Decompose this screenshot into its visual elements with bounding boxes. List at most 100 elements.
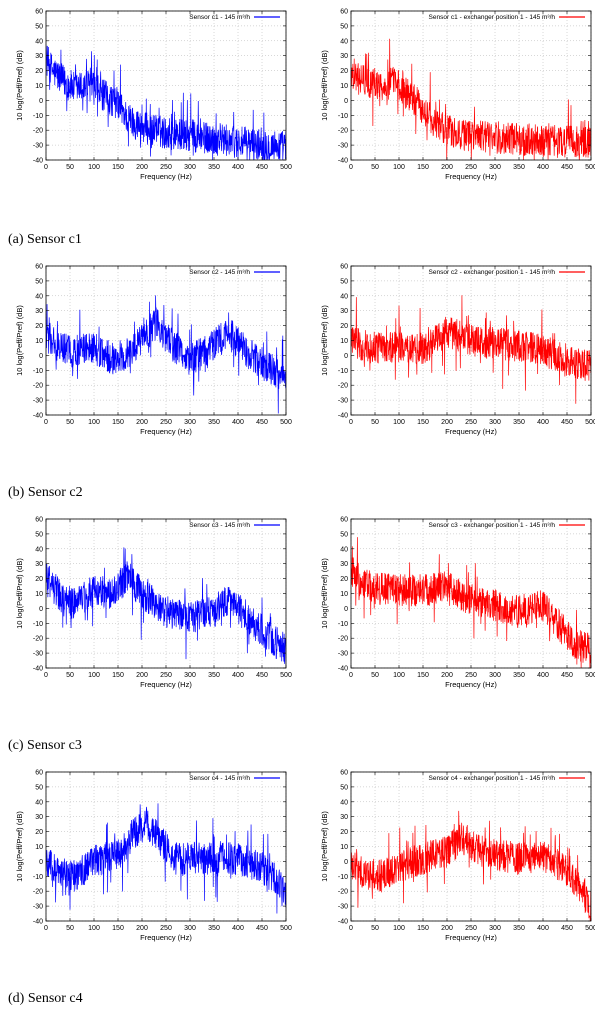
y-tick-label: 0 [39, 606, 43, 613]
x-tick-label: 150 [417, 925, 429, 932]
y-tick-label: -40 [33, 666, 43, 673]
x-tick-label: 100 [393, 672, 405, 679]
y-tick-label: 0 [344, 353, 348, 360]
y-tick-label: -20 [338, 383, 348, 390]
y-tick-label: 0 [344, 98, 348, 105]
y-tick-label: 20 [340, 68, 348, 75]
y-tick-label: 60 [340, 264, 348, 271]
y-tick-label: 30 [340, 308, 348, 315]
y-axis-label: 10 log(Peff/Pref) (dB) [320, 305, 329, 376]
y-tick-label: 20 [340, 829, 348, 836]
x-tick-label: 200 [136, 419, 148, 426]
y-tick-label: -40 [33, 158, 43, 165]
y-tick-label: -10 [33, 113, 43, 120]
x-tick-label: 150 [417, 419, 429, 426]
y-tick-label: 30 [35, 308, 43, 315]
x-tick-label: 450 [561, 419, 573, 426]
legend-label: Sensor c3 - 145 m³/h [189, 522, 250, 529]
y-tick-label: -40 [33, 919, 43, 926]
x-tick-label: 400 [232, 419, 244, 426]
x-tick-label: 350 [513, 419, 525, 426]
y-tick-label: 20 [35, 68, 43, 75]
y-tick-label: -20 [338, 636, 348, 643]
x-tick-label: 450 [561, 672, 573, 679]
x-tick-label: 350 [208, 164, 220, 171]
y-axis-label: 10 log(Peff/Pref) (dB) [15, 558, 24, 629]
x-tick-label: 300 [489, 672, 501, 679]
y-tick-label: 60 [35, 770, 43, 777]
y-tick-label: 30 [35, 561, 43, 568]
y-tick-label: -20 [33, 128, 43, 135]
x-tick-label: 0 [349, 925, 353, 932]
y-axis-label: 10 log(Peff/Pref) (dB) [320, 811, 329, 882]
x-tick-label: 500 [585, 672, 595, 679]
x-tick-label: 300 [184, 419, 196, 426]
y-tick-label: -20 [338, 128, 348, 135]
x-tick-label: 200 [441, 164, 453, 171]
x-tick-label: 250 [465, 419, 477, 426]
y-axis-label: 10 log(Peff/Pref) (dB) [15, 50, 24, 121]
y-tick-label: 40 [340, 546, 348, 553]
y-tick-label: 0 [344, 859, 348, 866]
x-tick-label: 250 [465, 672, 477, 679]
x-axis-label: Frequency (Hz) [445, 680, 497, 689]
x-tick-label: 50 [66, 672, 74, 679]
y-tick-label: -10 [33, 874, 43, 881]
y-tick-label: 50 [35, 531, 43, 538]
x-tick-label: 350 [513, 925, 525, 932]
x-axis-label: Frequency (Hz) [445, 427, 497, 436]
legend-label: Sensor c1 - 145 m³/h [189, 14, 250, 21]
x-tick-label: 450 [256, 164, 268, 171]
y-tick-label: -40 [338, 666, 348, 673]
x-tick-label: 0 [44, 925, 48, 932]
y-tick-label: 30 [35, 814, 43, 821]
x-tick-label: 250 [160, 672, 172, 679]
x-tick-label: 500 [585, 925, 595, 932]
chart-svg: 0 50 100 150 200 250 300 350 400 450 500-40-30-20-… [15, 9, 292, 182]
chart-a-left: 0 50 100 150 200 250 300 350 400 450 500 -40 -30 -20-… [0, 8, 292, 188]
x-tick-label: 500 [280, 419, 292, 426]
y-tick-label: 10 [35, 591, 43, 598]
y-tick-label: 10 [35, 844, 43, 851]
chart-b-right: 0 50 100 150 200 250 300 350 400 450 500 -40 -30 -20-… [305, 263, 595, 443]
legend: Sensor c4 - 145 m³/h [189, 775, 280, 782]
x-tick-label: 250 [160, 164, 172, 171]
y-tick-label: 50 [35, 784, 43, 791]
y-tick-label: 30 [340, 53, 348, 60]
y-tick-label: 0 [344, 606, 348, 613]
y-tick-label: 30 [340, 561, 348, 568]
y-tick-label: 50 [340, 23, 348, 30]
x-tick-label: 250 [465, 925, 477, 932]
y-tick-label: 0 [39, 859, 43, 866]
x-tick-label: 500 [585, 164, 595, 171]
x-tick-label: 450 [256, 419, 268, 426]
x-tick-label: 350 [208, 672, 220, 679]
y-tick-label: 0 [39, 98, 43, 105]
y-tick-label: -30 [338, 904, 348, 911]
x-tick-label: 100 [393, 419, 405, 426]
legend-label: Sensor c3 - exchanger position 1 - 145 m… [429, 522, 556, 529]
legend: Sensor c1 - exchanger position 1 - 145 m… [429, 14, 585, 21]
y-tick-label: -10 [338, 368, 348, 375]
y-tick-label: 40 [35, 546, 43, 553]
x-tick-label: 400 [537, 925, 549, 932]
y-tick-label: -20 [33, 383, 43, 390]
y-tick-label: -30 [33, 398, 43, 405]
x-tick-label: 50 [66, 164, 74, 171]
y-tick-label: 10 [340, 844, 348, 851]
x-tick-label: 100 [393, 925, 405, 932]
x-tick-label: 500 [585, 419, 595, 426]
chart-b-left: 0 50 100 150 200 250 300 350 400 450 500 -40 -30 -20-… [0, 263, 292, 443]
x-tick-label: 50 [66, 419, 74, 426]
x-axis-label: Frequency (Hz) [140, 933, 192, 942]
legend-label: Sensor c2 - exchanger position 1 - 145 m… [429, 269, 556, 276]
y-tick-label: 50 [35, 23, 43, 30]
y-tick-label: 60 [340, 770, 348, 777]
x-tick-label: 0 [44, 672, 48, 679]
x-tick-label: 200 [441, 672, 453, 679]
x-tick-label: 200 [136, 672, 148, 679]
x-tick-label: 50 [371, 925, 379, 932]
x-tick-label: 0 [349, 419, 353, 426]
series-line [46, 803, 286, 914]
x-tick-label: 50 [66, 925, 74, 932]
